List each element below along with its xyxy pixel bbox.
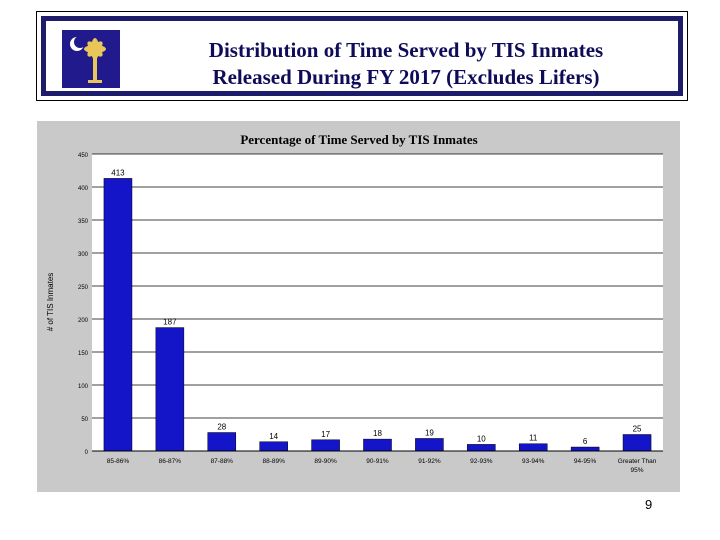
page-title: Distribution of Time Served by TIS Inmat… [126,37,686,91]
x-tick-label: Greater Than 95% [618,458,657,474]
bar [155,327,185,452]
chart-container: Percentage of Time Served by TIS Inmates… [37,121,680,492]
x-tick-label: 91-92% [418,458,441,465]
x-tick-label-line: 91-92% [418,458,441,465]
x-tick-label-line: 95% [631,467,644,474]
y-axis-label: # of TIS Inmates [46,273,55,332]
x-tick-label-line: 90-91% [366,458,389,465]
chart-title: Percentage of Time Served by TIS Inmates [240,132,477,147]
title-line-1: Distribution of Time Served by TIS Inmat… [208,38,604,62]
x-tick-label: 89-90% [314,458,337,465]
bars: 413 187 28 14 17 18 19 10 11 6 25 [103,168,652,452]
header-inner-border: Distribution of Time Served by TIS Inmat… [41,16,683,96]
y-tick-label: 100 [78,384,89,390]
data-label: 17 [321,430,330,439]
bar-chart: Percentage of Time Served by TIS Inmates… [46,132,663,474]
x-tick-label-line: Greater Than [618,458,657,465]
bar [622,434,652,452]
data-label: 18 [373,429,382,438]
data-label: 11 [529,434,538,443]
bar [103,178,133,452]
bar [311,439,340,452]
bar [518,443,548,452]
x-axis-labels: 85-86% 86-87% 87-88% 88-89% 89-90% 90-91% 91-9… [107,458,657,474]
data-label: 14 [269,432,278,441]
x-tick-label-line: 88-89% [262,458,285,465]
x-tick-label: 88-89% [262,458,285,465]
x-tick-label-line: 85-86% [107,458,130,465]
bar [259,441,288,452]
y-tick-label: 250 [78,285,89,291]
x-tick-label: 87-88% [211,458,234,465]
y-tick-label: 50 [81,417,88,423]
title-line-2: Released During FY 2017 (Excludes Lifers… [212,65,600,89]
x-tick-label-line: 86-87% [159,458,182,465]
x-tick-label: 85-86% [107,458,130,465]
data-label: 6 [583,437,588,446]
plot-area [92,154,663,451]
x-tick-label-line: 93-94% [522,458,545,465]
x-tick-label-line: 89-90% [314,458,337,465]
bar [570,446,600,452]
bar [207,432,237,452]
x-tick-label-line: 92-93% [470,458,493,465]
x-tick-label-line: 87-88% [211,458,234,465]
y-axis-ticks: 0 50 100 150 200 250 300 350 400 450 [78,153,89,456]
y-tick-label: 400 [78,186,89,192]
x-tick-label: 90-91% [366,458,389,465]
bar [467,444,496,452]
y-tick-label: 150 [78,351,89,357]
x-tick-label: 86-87% [159,458,182,465]
x-tick-label: 92-93% [470,458,493,465]
page-number: 9 [645,497,653,512]
palmetto-flag-icon [62,30,120,88]
header-box: Distribution of Time Served by TIS Inmat… [36,11,688,101]
data-label: 10 [477,434,486,443]
data-label: 19 [425,428,434,437]
y-tick-label: 350 [78,219,89,225]
x-tick-label-line: 94-95% [574,458,597,465]
bar [363,438,392,452]
y-tick-label: 0 [85,450,89,456]
data-label: 25 [633,425,642,434]
y-tick-label: 450 [78,153,89,159]
x-tick-label: 94-95% [574,458,597,465]
bar [415,438,444,452]
data-label: 187 [163,318,177,327]
y-tick-label: 200 [78,318,89,324]
data-label: 413 [111,168,125,177]
data-label: 28 [217,423,226,432]
y-tick-label: 300 [78,252,89,258]
x-tick-label: 93-94% [522,458,545,465]
